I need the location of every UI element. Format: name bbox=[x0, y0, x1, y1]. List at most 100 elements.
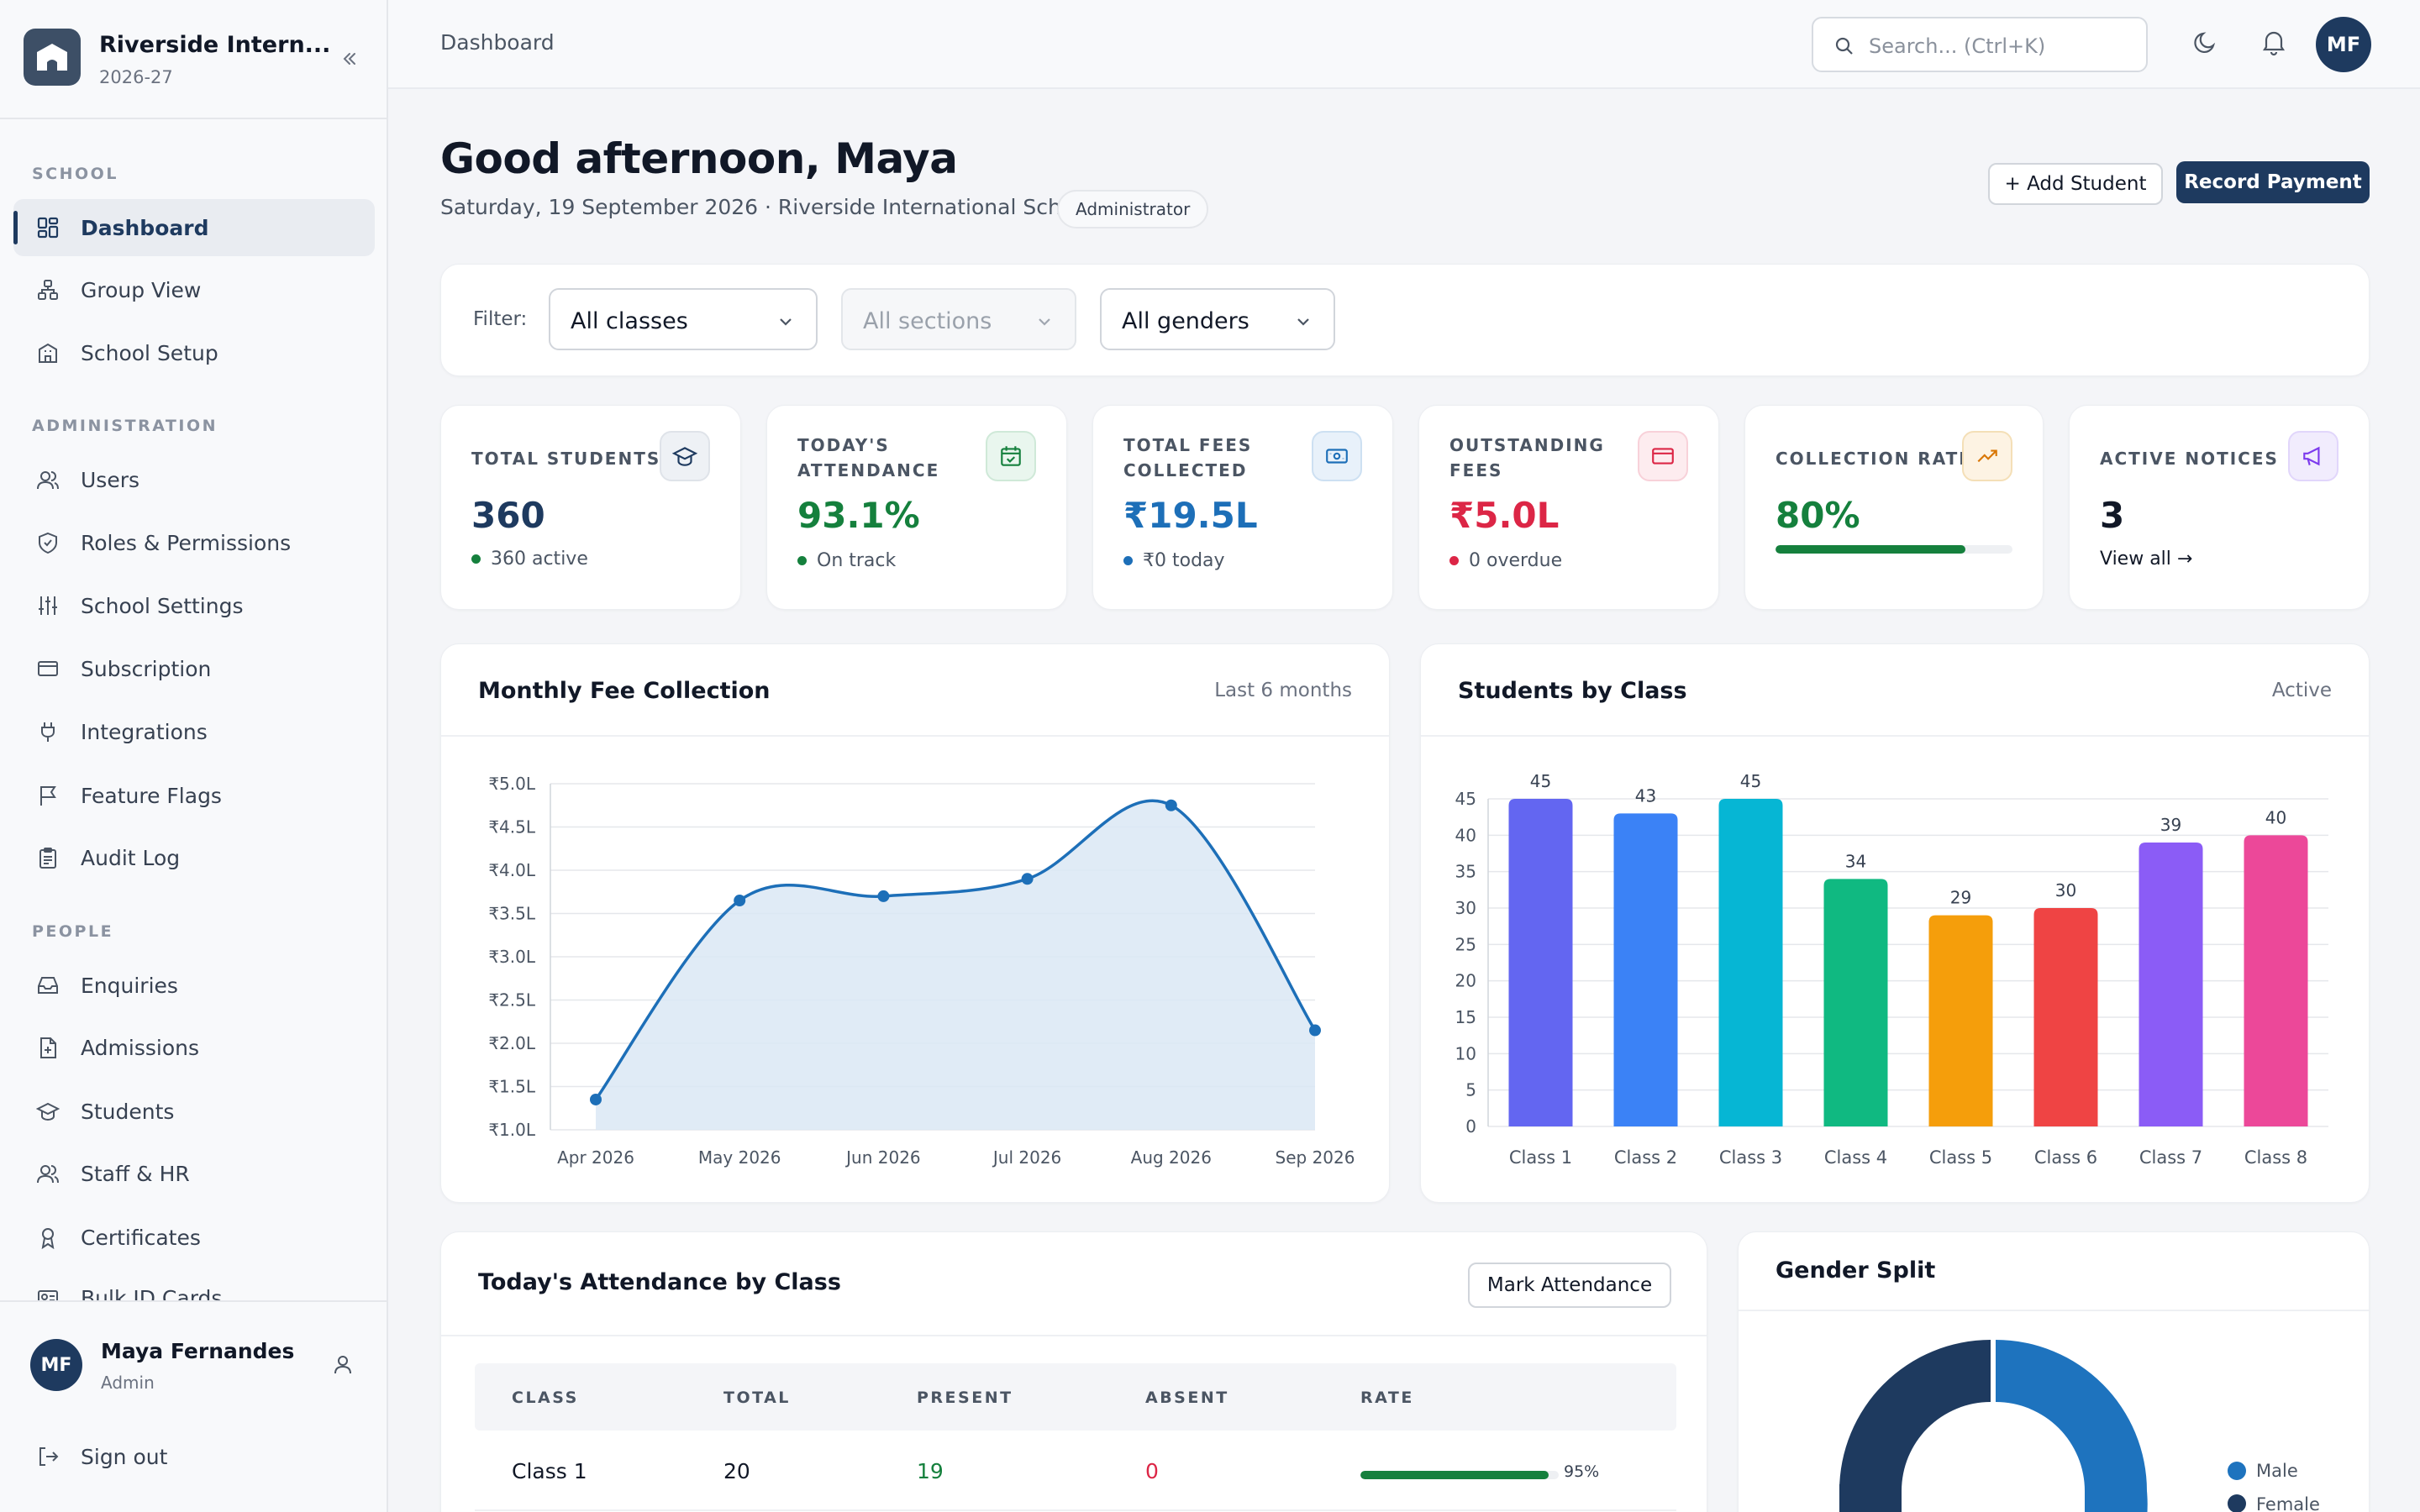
page-subtitle: Saturday, 19 September 2026 · Riverside … bbox=[440, 195, 1093, 219]
data-label: 39 bbox=[2160, 815, 2181, 835]
brand-header: Riverside Intern... 2026-27 bbox=[0, 0, 387, 119]
sidebar-item-label: Subscription bbox=[81, 656, 212, 681]
gender-donut-chart bbox=[1839, 1340, 2148, 1512]
data-point bbox=[877, 890, 890, 902]
page-title: Good afternoon, Maya bbox=[440, 134, 958, 183]
y-tick-label: 35 bbox=[1455, 862, 1476, 882]
sidebar-item-label: Enquiries bbox=[81, 973, 178, 998]
search-input[interactable]: Search... (Ctrl+K) bbox=[1812, 17, 2148, 72]
section-school: SCHOOL bbox=[32, 165, 118, 183]
sidebar-item-feature-flags[interactable]: Feature Flags bbox=[13, 767, 375, 824]
sliders-icon bbox=[34, 591, 62, 620]
bell-icon[interactable] bbox=[2259, 27, 2289, 60]
gender-filter-select[interactable]: All genders bbox=[1100, 288, 1335, 350]
legend-swatch bbox=[2228, 1494, 2246, 1512]
column-header[interactable]: RATE bbox=[1360, 1389, 1414, 1407]
moon-icon[interactable] bbox=[2191, 29, 2220, 60]
legend-label: Male bbox=[2256, 1461, 2298, 1481]
id-card-icon bbox=[34, 1284, 62, 1300]
data-label: 29 bbox=[1950, 888, 1971, 908]
sign-out-button[interactable]: Sign out bbox=[13, 1430, 375, 1483]
divider bbox=[1421, 735, 2369, 737]
y-tick-label: ₹5.0L bbox=[488, 774, 536, 794]
add-student-button[interactable]: + Add Student bbox=[1988, 163, 2163, 205]
column-header[interactable]: PRESENT bbox=[917, 1389, 1013, 1407]
y-tick-label: 5 bbox=[1465, 1080, 1476, 1100]
donut-slice-male-lower bbox=[2085, 1491, 2148, 1512]
gender-split-card: Gender Split Male Female bbox=[1738, 1231, 2370, 1512]
stat-card-total-students: TOTAL STUDENTS 360 360 active bbox=[440, 405, 741, 610]
column-header[interactable]: TOTAL bbox=[723, 1389, 791, 1407]
stat-label: COLLECTION RATE bbox=[1776, 449, 1972, 469]
stat-label: TOTAL STUDENTS bbox=[471, 449, 661, 469]
donut-slice-male bbox=[1996, 1340, 2147, 1491]
bar bbox=[1613, 813, 1678, 1126]
x-tick-label: Jul 2026 bbox=[992, 1147, 1061, 1168]
stat-sub-text: 0 overdue bbox=[1469, 550, 1563, 571]
bar bbox=[1823, 879, 1888, 1126]
sidebar-item-label: Certificates bbox=[81, 1225, 201, 1250]
sidebar-item-students[interactable]: Students bbox=[13, 1083, 375, 1140]
legend-label: Female bbox=[2256, 1494, 2320, 1512]
sidebar-item-subscription[interactable]: Subscription bbox=[13, 640, 375, 697]
sidebar-item-school-settings[interactable]: School Settings bbox=[13, 577, 375, 634]
y-tick-label: 0 bbox=[1465, 1116, 1476, 1137]
sidebar-item-users[interactable]: Users bbox=[13, 451, 375, 508]
table-header: CLASS TOTAL PRESENT ABSENT RATE bbox=[475, 1363, 1676, 1431]
sidebar-item-enquiries[interactable]: Enquiries bbox=[13, 957, 375, 1014]
card-title: Gender Split bbox=[1776, 1257, 1936, 1284]
dashboard-icon bbox=[34, 213, 62, 242]
data-label: 45 bbox=[1530, 771, 1551, 791]
collapse-sidebar-icon[interactable] bbox=[334, 44, 365, 74]
stat-sub: 360 active bbox=[471, 549, 588, 570]
avatar[interactable]: MF bbox=[30, 1339, 82, 1391]
mark-attendance-button[interactable]: Mark Attendance bbox=[1468, 1263, 1671, 1308]
sidebar-item-school-setup[interactable]: School Setup bbox=[13, 324, 375, 381]
flag-icon bbox=[34, 781, 62, 810]
sidebar-item-bulk-id-cards[interactable]: Bulk ID Cards bbox=[13, 1271, 375, 1300]
chevron-down-icon bbox=[1293, 312, 1313, 335]
sidebar-item-group-view[interactable]: Group View bbox=[13, 261, 375, 318]
record-payment-button[interactable]: Record Payment bbox=[2176, 161, 2370, 203]
sidebar-item-roles-permissions[interactable]: Roles & Permissions bbox=[13, 514, 375, 571]
stat-label: TOTAL FEES COLLECTED bbox=[1123, 435, 1253, 480]
view-all-notices-link[interactable]: View all → bbox=[2100, 549, 2193, 570]
sidebar-item-label: Audit Log bbox=[81, 845, 181, 870]
sidebar-item-dashboard[interactable]: Dashboard bbox=[13, 199, 375, 256]
stat-card-outstanding-fees: OUTSTANDING FEES ₹5.0L 0 overdue bbox=[1418, 405, 1719, 610]
progress-fill bbox=[1776, 545, 1965, 554]
class-filter-select[interactable]: All classes bbox=[549, 288, 818, 350]
legend-swatch bbox=[2228, 1462, 2246, 1480]
cell-class: Class 1 bbox=[512, 1459, 587, 1483]
search-icon bbox=[1833, 35, 1855, 60]
students-by-class-card: Students by Class Active 0 5 10 15 20 25 30 35 4… bbox=[1420, 643, 2370, 1203]
sidebar-item-staff-hr[interactable]: Staff & HR bbox=[13, 1145, 375, 1202]
file-plus-icon bbox=[34, 1033, 62, 1062]
logout-icon bbox=[34, 1442, 62, 1471]
sidebar-item-certificates[interactable]: Certificates bbox=[13, 1209, 375, 1266]
column-header[interactable]: CLASS bbox=[512, 1389, 579, 1407]
sidebar-item-label: School Setup bbox=[81, 340, 218, 365]
bar bbox=[2244, 835, 2308, 1126]
data-label: 45 bbox=[1740, 771, 1761, 791]
avatar[interactable]: MF bbox=[2316, 17, 2371, 72]
section-filter-select[interactable]: All sections bbox=[841, 288, 1076, 350]
sidebar-item-integrations[interactable]: Integrations bbox=[13, 703, 375, 760]
x-tick-label: May 2026 bbox=[698, 1147, 781, 1168]
stat-value: 93.1% bbox=[797, 495, 920, 536]
section-administration: ADMINISTRATION bbox=[32, 417, 218, 435]
column-header[interactable]: ABSENT bbox=[1145, 1389, 1229, 1407]
data-label: 34 bbox=[1845, 851, 1866, 871]
user-profile-icon[interactable] bbox=[331, 1352, 355, 1379]
stat-value: 80% bbox=[1776, 495, 1860, 536]
stat-card-collection-rate: COLLECTION RATE 80% bbox=[1744, 405, 2044, 610]
school-name: Riverside Intern... bbox=[99, 32, 331, 58]
sidebar-item-audit-log[interactable]: Audit Log bbox=[13, 829, 375, 886]
stat-label: TODAY'S ATTENDANCE bbox=[797, 435, 940, 480]
divider bbox=[1739, 1310, 2369, 1311]
breadcrumb: Dashboard bbox=[440, 30, 555, 55]
sidebar-item-admissions[interactable]: Admissions bbox=[13, 1019, 375, 1076]
row-divider bbox=[475, 1509, 1676, 1511]
data-label: 43 bbox=[1635, 785, 1656, 806]
y-tick-label: 40 bbox=[1455, 825, 1476, 845]
